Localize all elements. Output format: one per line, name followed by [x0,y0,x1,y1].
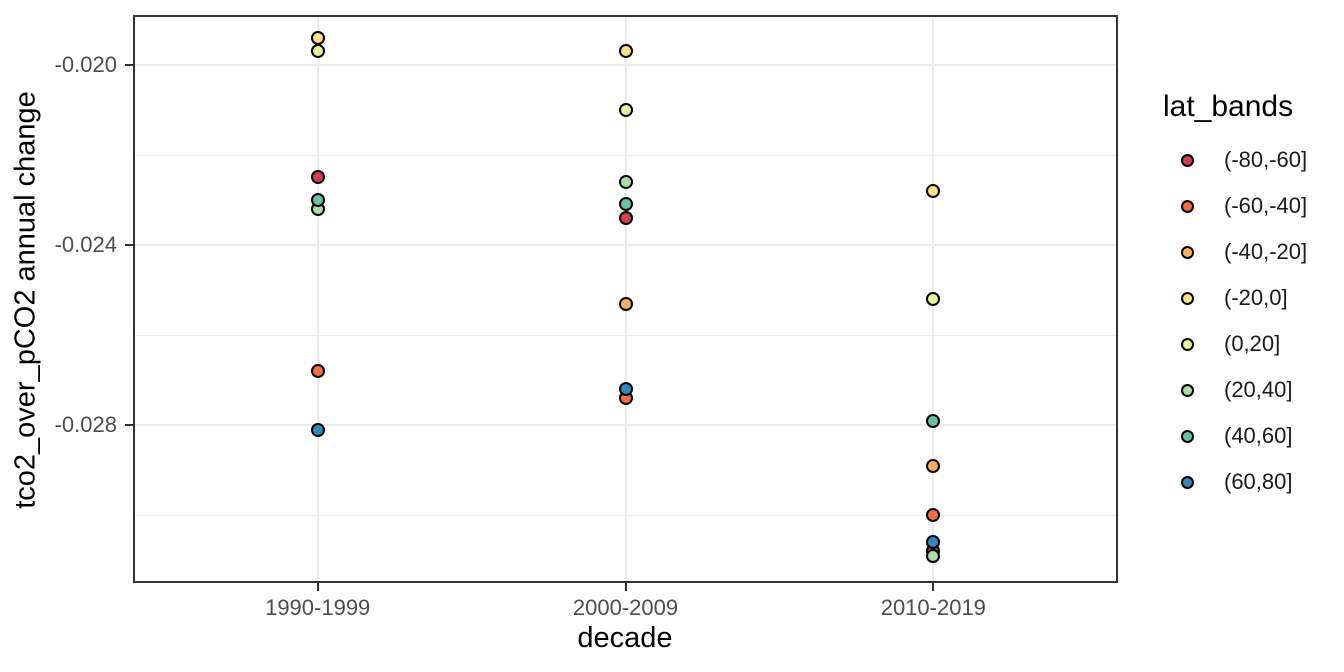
legend-label: (20,40] [1224,377,1293,402]
legend-key-icon [1181,153,1194,167]
data-point [310,44,325,59]
data-point [310,364,325,379]
legend-item: (-80,-60] [1163,137,1307,183]
x-axis-tick [932,583,935,591]
legend-item: (-60,-40] [1163,183,1307,229]
legend: lat_bands (-80,-60] (-60,-40] (-40,-20] (-2… [1163,90,1307,505]
y-axis-tick [125,243,133,246]
legend-key-icon [1181,245,1194,259]
legend-key-icon [1181,291,1194,305]
x-axis-title: decade [577,622,673,654]
legend-label: (40,60] [1224,423,1293,448]
legend-item: (0,20] [1163,321,1307,367]
data-point [926,548,941,563]
legend-item: (-20,0] [1163,275,1307,321]
legend-label: (60,80] [1224,469,1293,494]
data-point [926,292,941,306]
x-axis-tick [624,583,627,591]
legend-key-icon [1181,383,1194,397]
y-tick-label: -0.028 [54,412,117,438]
x-tick-label: 2000-2009 [572,595,679,620]
legend-key-icon [1181,475,1194,489]
y-axis-tick [125,63,133,66]
data-point [926,458,941,473]
legend-key-icon [1181,429,1194,443]
x-tick-label: 2010-2019 [880,595,986,620]
data-point [618,44,633,59]
legend-title: lat_bands [1163,90,1294,123]
data-point [618,382,633,397]
legend-key-icon [1181,199,1194,213]
y-axis-tick [125,424,133,427]
data-point [926,508,941,523]
data-point [926,413,941,428]
legend-item: (40,60] [1163,413,1307,459]
legend-item: (-40,-20] [1163,229,1307,275]
legend-item: (20,40] [1163,367,1307,413]
legend-label: (-60,-40] [1224,193,1308,218]
data-point [310,422,325,437]
x-axis-tick [316,583,319,591]
gridline-major-x [316,17,319,581]
data-point [310,30,325,45]
data-point [926,535,941,550]
legend-key-icon [1181,337,1194,351]
data-point [310,170,325,185]
data-point [926,183,941,198]
legend-label: (0,20] [1224,331,1281,356]
legend-items: (-80,-60] (-60,-40] (-40,-20] (-20,0] (0,20]… [1163,137,1307,505]
y-axis-title: tco2_over_pCO2 annual change [9,91,42,509]
x-tick-label: 1990-1999 [265,595,371,620]
data-point [618,210,633,225]
plot-panel [133,15,1118,583]
y-tick-label: -0.024 [54,231,117,257]
legend-label: (-20,0] [1224,285,1288,310]
data-point [618,296,633,311]
legend-label: (-40,-20] [1224,239,1308,264]
data-point [310,192,325,207]
data-point [618,102,633,117]
data-point [618,174,633,189]
legend-label: (-80,-60] [1224,147,1308,172]
legend-item: (60,80] [1163,459,1307,505]
data-point [618,197,633,212]
y-tick-label: -0.020 [54,51,117,77]
